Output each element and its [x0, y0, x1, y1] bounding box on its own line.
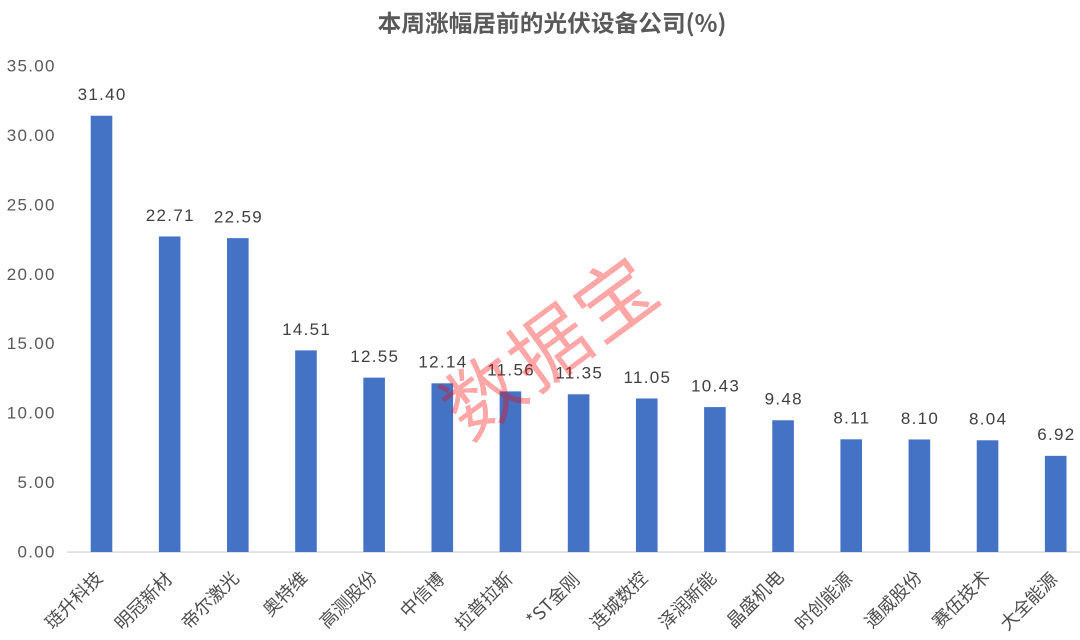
svg-text:8.10: 8.10 [901, 409, 939, 428]
svg-text:35.00: 35.00 [7, 56, 56, 75]
svg-text:12.14: 12.14 [418, 353, 467, 372]
svg-text:8.11: 8.11 [833, 409, 870, 428]
svg-text:9.48: 9.48 [765, 390, 803, 409]
svg-text:20.00: 20.00 [7, 265, 56, 284]
svg-text:6.92: 6.92 [1037, 425, 1075, 444]
svg-text:15.00: 15.00 [7, 334, 56, 353]
svg-text:31.40: 31.40 [78, 85, 127, 104]
svg-text:0.00: 0.00 [18, 543, 56, 562]
svg-text:22.71: 22.71 [146, 206, 195, 225]
svg-text:8.04: 8.04 [969, 410, 1007, 429]
svg-text:25.00: 25.00 [7, 195, 56, 214]
svg-text:11.35: 11.35 [555, 364, 603, 383]
svg-text:11.05: 11.05 [624, 368, 672, 387]
svg-text:10.43: 10.43 [691, 376, 740, 395]
svg-text:11.56: 11.56 [487, 361, 535, 380]
svg-text:22.59: 22.59 [214, 207, 263, 226]
svg-text:10.00: 10.00 [7, 404, 56, 423]
svg-text:5.00: 5.00 [18, 473, 56, 492]
svg-text:12.55: 12.55 [350, 347, 399, 366]
svg-text:30.00: 30.00 [7, 126, 56, 145]
svg-text:14.51: 14.51 [282, 320, 331, 339]
